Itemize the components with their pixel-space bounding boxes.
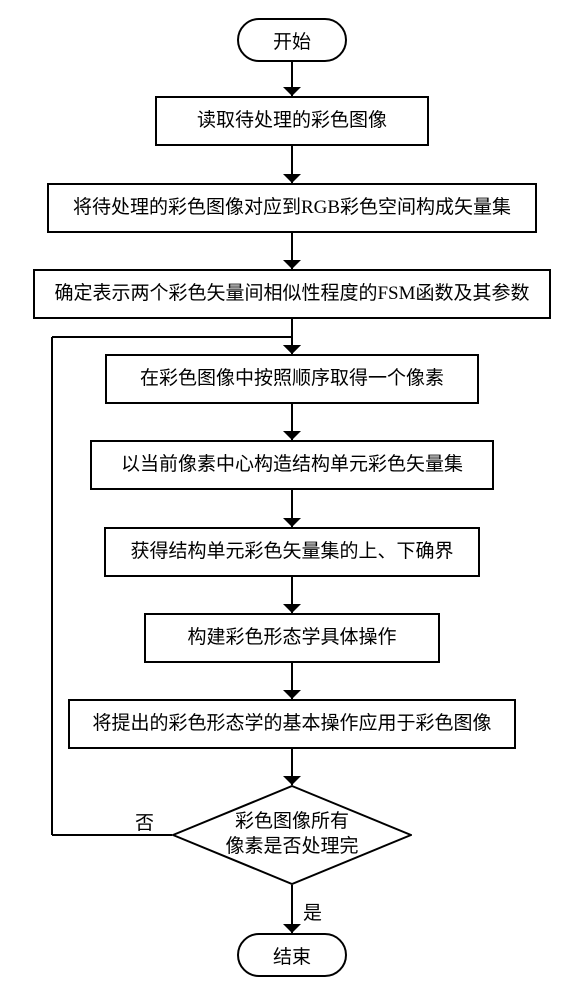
arrow-head-icon	[283, 518, 301, 527]
flow-process-bounds: 获得结构单元彩色矢量集的上、下确界	[104, 527, 480, 577]
flow-process-read: 读取待处理的彩色图像	[155, 96, 429, 146]
node-label: 彩色图像所有 像素是否处理完	[225, 810, 358, 859]
arrow-head-icon	[283, 924, 301, 933]
arrow-head-icon	[283, 776, 301, 785]
flow-process-fsm: 确定表示两个彩色矢量间相似性程度的FSM函数及其参数	[33, 269, 551, 319]
flow-process-apply: 将提出的彩色形态学的基本操作应用于彩色图像	[68, 699, 516, 749]
arrow-head-icon	[283, 431, 301, 440]
flow-process-struct: 以当前像素中心构造结构单元彩色矢量集	[90, 440, 494, 490]
arrow-head-icon	[283, 87, 301, 96]
node-label: 构建彩色形态学具体操作	[187, 625, 396, 651]
flow-terminal-end: 结束	[237, 933, 347, 977]
flow-process-buildops: 构建彩色形态学具体操作	[144, 613, 440, 663]
flow-terminal-start: 开始	[237, 18, 347, 62]
edge-label: 是	[303, 898, 322, 925]
node-label: 结束	[273, 942, 311, 969]
node-label: 将待处理的彩色图像对应到RGB彩色空间构成矢量集	[73, 195, 511, 221]
flow-decision-done?: 彩色图像所有 像素是否处理完	[172, 785, 412, 885]
arrow-head-icon	[283, 260, 301, 269]
flow-process-getpixel: 在彩色图像中按照顺序取得一个像素	[105, 354, 479, 404]
arrow-head-icon	[283, 345, 301, 354]
arrow-head-icon	[283, 174, 301, 183]
edge-segment	[52, 336, 292, 338]
arrow-head-icon	[283, 690, 301, 699]
edge-segment	[51, 337, 53, 835]
flow-process-map_rgb: 将待处理的彩色图像对应到RGB彩色空间构成矢量集	[47, 183, 537, 233]
node-label: 以当前像素中心构造结构单元彩色矢量集	[121, 452, 463, 478]
node-label: 将提出的彩色形态学的基本操作应用于彩色图像	[92, 711, 491, 737]
edge-label: 否	[135, 808, 154, 835]
node-label: 确定表示两个彩色矢量间相似性程度的FSM函数及其参数	[54, 281, 529, 307]
arrow-head-icon	[283, 604, 301, 613]
node-label: 获得结构单元彩色矢量集的上、下确界	[130, 539, 453, 565]
flowchart-canvas: 开始读取待处理的彩色图像将待处理的彩色图像对应到RGB彩色空间构成矢量集确定表示…	[0, 0, 582, 1000]
node-label: 在彩色图像中按照顺序取得一个像素	[140, 366, 444, 392]
node-label: 开始	[273, 27, 311, 54]
node-label: 读取待处理的彩色图像	[197, 108, 387, 134]
